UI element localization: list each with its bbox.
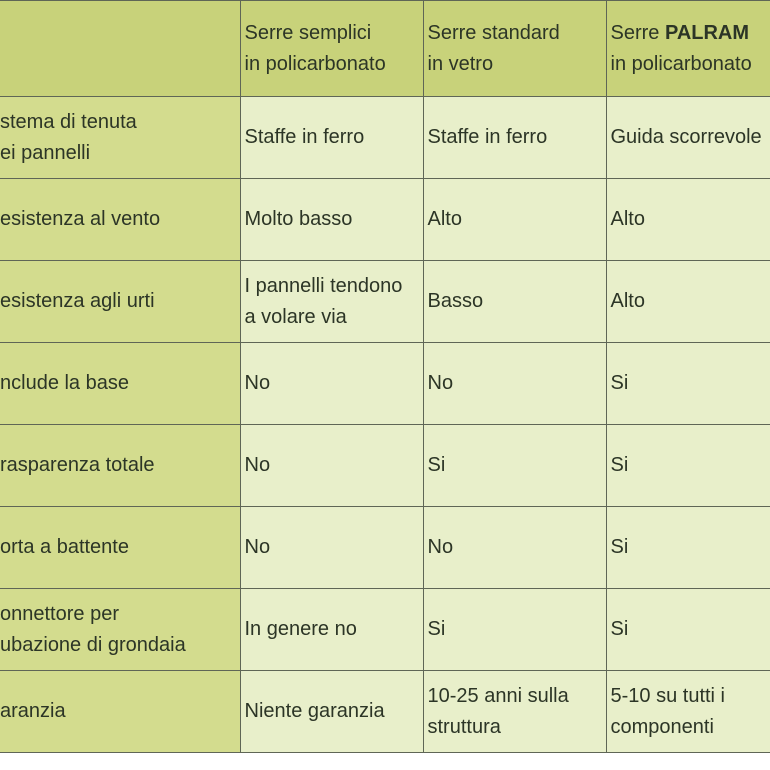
cell-text: Si bbox=[427, 618, 446, 640]
table-row: stema di tenuta ei pannelli Staffe in ferr… bbox=[0, 96, 770, 179]
cell-serre-palram: Alto bbox=[605, 260, 770, 343]
cell-serre-semplici: No bbox=[239, 424, 424, 507]
cell-text: componenti bbox=[610, 715, 714, 738]
cell-serre-semplici: Niente garanzia bbox=[239, 670, 424, 753]
cell-serre-semplici: No bbox=[239, 342, 424, 425]
cell-text: ei pannelli bbox=[0, 141, 91, 164]
cell-serre-palram: Alto bbox=[605, 178, 770, 261]
cell-serre-standard: 10-25 anni sulla struttura bbox=[422, 670, 607, 753]
cell-text: Si bbox=[610, 618, 629, 640]
cell-serre-standard: Basso bbox=[422, 260, 607, 343]
table-row: esistenza agli urti I pannelli tendono a v… bbox=[0, 260, 770, 343]
header-line: Serre bbox=[610, 21, 665, 44]
cell-text: Si bbox=[610, 454, 629, 476]
cell-serre-semplici: Molto basso bbox=[239, 178, 424, 261]
cell-text: 10-25 anni sulla bbox=[427, 684, 569, 707]
cell-text: No bbox=[244, 372, 271, 394]
cell-text: No bbox=[244, 536, 271, 558]
row-label: onnettore per ubazione di grondaia bbox=[0, 588, 241, 671]
cell-serre-standard: Alto bbox=[422, 178, 607, 261]
cell-text: Si bbox=[610, 536, 629, 558]
brand-name: PALRAM bbox=[664, 21, 750, 44]
cell-text: Alto bbox=[610, 290, 645, 312]
row-label: nclude la base bbox=[0, 342, 241, 425]
table-row: orta a battente No No Si bbox=[0, 506, 770, 589]
cell-serre-palram: Si bbox=[605, 588, 770, 671]
cell-text: Staffe in ferro bbox=[427, 126, 548, 148]
header-empty bbox=[0, 0, 241, 97]
cell-serre-palram: Guida scorrevole bbox=[605, 96, 770, 179]
cell-text: Alto bbox=[427, 208, 462, 230]
cell-text: No bbox=[244, 454, 271, 476]
cell-text: a volare via bbox=[244, 305, 347, 328]
table-row: aranzia Niente garanzia 10-25 anni sulla st… bbox=[0, 670, 770, 753]
row-label: stema di tenuta ei pannelli bbox=[0, 96, 241, 179]
cell-serre-standard: Si bbox=[422, 588, 607, 671]
table-row: nclude la base No No Si bbox=[0, 342, 770, 425]
row-label: aranzia bbox=[0, 670, 241, 753]
row-label: rasparenza totale bbox=[0, 424, 241, 507]
cell-serre-standard: Si bbox=[422, 424, 607, 507]
cell-text: 5-10 su tutti i bbox=[610, 684, 726, 707]
header-line: in policarbonato bbox=[610, 52, 752, 75]
cell-serre-semplici: I pannelli tendono a volare via bbox=[239, 260, 424, 343]
cell-text: I pannelli tendono bbox=[244, 274, 403, 297]
cell-serre-semplici: Staffe in ferro bbox=[239, 96, 424, 179]
header-serre-palram: Serre PALRAM in policarbonato bbox=[605, 0, 770, 97]
footer-strip bbox=[0, 762, 770, 770]
cell-serre-standard: Staffe in ferro bbox=[422, 96, 607, 179]
cell-text: Basso bbox=[427, 290, 484, 312]
cell-serre-standard: No bbox=[422, 506, 607, 589]
cell-text: Niente garanzia bbox=[244, 700, 385, 722]
row-label: orta a battente bbox=[0, 506, 241, 589]
cell-text: Staffe in ferro bbox=[244, 126, 365, 148]
cell-text: No bbox=[427, 372, 454, 394]
cell-text: In genere no bbox=[244, 618, 357, 640]
cell-text: aranzia bbox=[0, 700, 66, 722]
cell-text: esistenza agli urti bbox=[0, 290, 155, 312]
cell-serre-semplici: In genere no bbox=[239, 588, 424, 671]
cell-serre-palram: Si bbox=[605, 424, 770, 507]
cell-text: orta a battente bbox=[0, 536, 129, 558]
cell-text: Si bbox=[427, 454, 446, 476]
cell-text: ubazione di grondaia bbox=[0, 633, 186, 656]
cell-serre-semplici: No bbox=[239, 506, 424, 589]
cell-text: Alto bbox=[610, 208, 645, 230]
header-line: Serre semplici bbox=[244, 21, 372, 44]
cell-text: nclude la base bbox=[0, 372, 129, 394]
cell-text: Guida scorrevole bbox=[610, 126, 762, 148]
cell-text: Si bbox=[610, 372, 629, 394]
table-row: onnettore per ubazione di grondaia In gene… bbox=[0, 588, 770, 671]
cell-text: esistenza al vento bbox=[0, 208, 161, 230]
cell-text: stema di tenuta bbox=[0, 110, 137, 133]
header-serre-semplici: Serre semplici in policarbonato bbox=[239, 0, 424, 97]
cell-text: rasparenza totale bbox=[0, 454, 155, 476]
cell-serre-palram: 5-10 su tutti i componenti bbox=[605, 670, 770, 753]
header-serre-standard: Serre standard in vetro bbox=[422, 0, 607, 97]
cell-serre-palram: Si bbox=[605, 506, 770, 589]
table-row: esistenza al vento Molto basso Alto Alto bbox=[0, 178, 770, 261]
cell-serre-standard: No bbox=[422, 342, 607, 425]
table-row: rasparenza totale No Si Si bbox=[0, 424, 770, 507]
cell-text: struttura bbox=[427, 715, 501, 738]
cell-text: onnettore per bbox=[0, 602, 119, 625]
header-line: in vetro bbox=[427, 52, 494, 75]
cell-text: No bbox=[427, 536, 454, 558]
header-line: Serre standard bbox=[427, 21, 560, 44]
comparison-table: Serre semplici in policarbonato Serre sta… bbox=[0, 0, 770, 753]
header-line: in policarbonato bbox=[244, 52, 386, 75]
header-row: Serre semplici in policarbonato Serre sta… bbox=[0, 0, 770, 97]
row-label: esistenza agli urti bbox=[0, 260, 241, 343]
cell-text: Molto basso bbox=[244, 208, 353, 230]
row-label: esistenza al vento bbox=[0, 178, 241, 261]
cell-serre-palram: Si bbox=[605, 342, 770, 425]
